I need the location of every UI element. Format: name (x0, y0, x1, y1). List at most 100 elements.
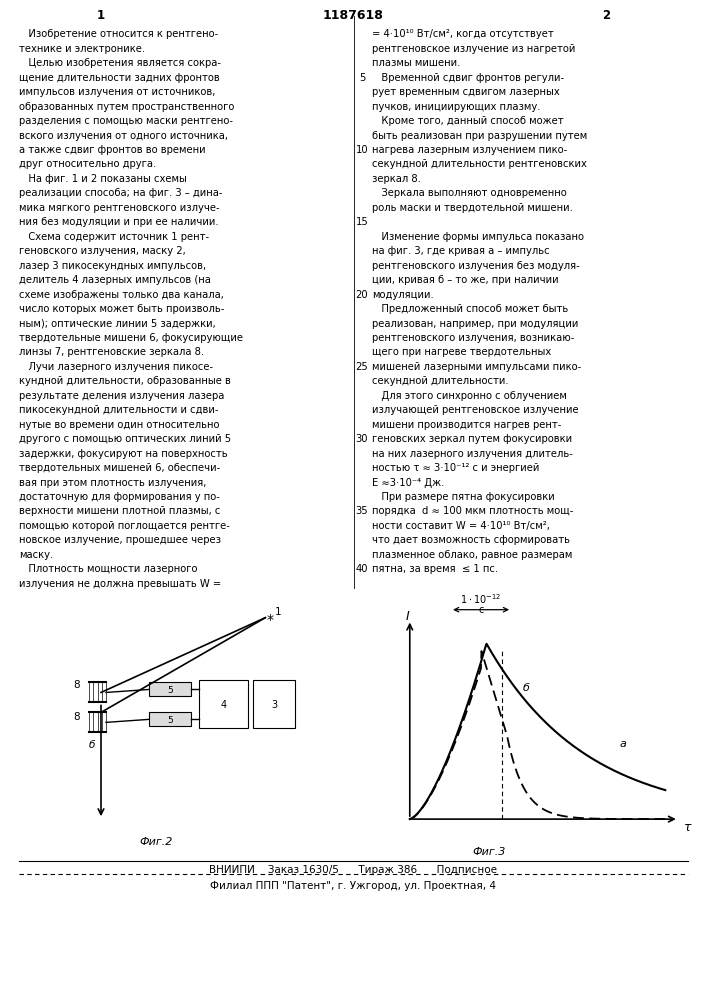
Text: задержки, фокусируют на поверхность: задержки, фокусируют на поверхность (19, 449, 228, 459)
Text: излучения не должна превышать W =: излучения не должна превышать W = (19, 579, 221, 589)
Text: мишеней лазерными импульсами пико-: мишеней лазерными импульсами пико- (372, 362, 581, 372)
Text: Фиг.2: Фиг.2 (139, 837, 173, 847)
Text: число которых может быть произволь-: число которых может быть произволь- (19, 304, 225, 314)
Text: *: * (267, 613, 274, 627)
Text: новское излучение, прошедшее через: новское излучение, прошедшее через (19, 535, 221, 545)
Text: 1: 1 (275, 607, 282, 617)
Text: 1187618: 1187618 (323, 9, 384, 22)
Text: пятна, за время  ≤ 1 пс.: пятна, за время ≤ 1 пс. (372, 564, 498, 574)
Text: 3: 3 (271, 700, 277, 710)
Text: с: с (479, 605, 484, 615)
Text: рентгеновского излучения, возникаю-: рентгеновского излучения, возникаю- (372, 333, 574, 343)
Text: зеркал 8.: зеркал 8. (372, 174, 421, 184)
Text: маску.: маску. (19, 550, 54, 560)
Text: Плотность мощности лазерного: Плотность мощности лазерного (19, 564, 198, 574)
Text: Кроме того, данный способ может: Кроме того, данный способ может (372, 116, 563, 126)
Text: τ: τ (684, 821, 691, 834)
Text: При размере пятна фокусировки: При размере пятна фокусировки (372, 492, 555, 502)
Text: другого с помощью оптических линий 5: другого с помощью оптических линий 5 (19, 434, 231, 444)
Text: Е ≈3·10⁻⁴ Дж.: Е ≈3·10⁻⁴ Дж. (372, 478, 444, 488)
Text: щего при нагреве твердотельных: щего при нагреве твердотельных (372, 347, 551, 357)
Text: излучающей рентгеновское излучение: излучающей рентгеновское излучение (372, 405, 578, 415)
Text: что дает возможность сформировать: что дает возможность сформировать (372, 535, 570, 545)
Text: модуляции.: модуляции. (372, 290, 433, 300)
Text: помощью которой поглощается рентге-: помощью которой поглощается рентге- (19, 521, 230, 531)
Text: мика мягкого рентгеновского излуче-: мика мягкого рентгеновского излуче- (19, 203, 220, 213)
Text: ностью τ ≈ 3·10⁻¹² с и энергией: ностью τ ≈ 3·10⁻¹² с и энергией (372, 463, 539, 473)
Text: а также сдвиг фронтов во времени: а также сдвиг фронтов во времени (19, 145, 206, 155)
Text: $1 \cdot 10^{-12}$: $1 \cdot 10^{-12}$ (460, 592, 502, 606)
Text: плазмы мишени.: плазмы мишени. (372, 58, 460, 68)
Text: результате деления излучения лазера: результате деления излучения лазера (19, 391, 225, 401)
Text: 4: 4 (221, 700, 226, 710)
Text: секундной длительности.: секундной длительности. (372, 376, 508, 386)
Text: ным); оптические линии 5 задержки,: ным); оптические линии 5 задержки, (19, 319, 216, 329)
Text: импульсов излучения от источников,: импульсов излучения от источников, (19, 87, 216, 97)
Text: На фиг. 1 и 2 показаны схемы: На фиг. 1 и 2 показаны схемы (19, 174, 187, 184)
Text: 8: 8 (73, 712, 80, 722)
Text: геновского излучения, маску 2,: геновского излучения, маску 2, (19, 246, 186, 256)
Text: рентгеновское излучение из нагретой: рентгеновское излучение из нагретой (372, 44, 575, 54)
Text: 5: 5 (358, 73, 365, 83)
Text: схеме изображены только два канала,: схеме изображены только два канала, (19, 290, 224, 300)
Text: Предложенный способ может быть: Предложенный способ может быть (372, 304, 568, 314)
Text: щение длительности задних фронтов: щение длительности задних фронтов (19, 73, 220, 83)
Text: ния без модуляции и при ее наличии.: ния без модуляции и при ее наличии. (19, 217, 219, 227)
Text: лазер 3 пикосекундных импульсов,: лазер 3 пикосекундных импульсов, (19, 261, 206, 271)
Text: твердотельных мишеней 6, обеспечи-: твердотельных мишеней 6, обеспечи- (19, 463, 221, 473)
Text: пучков, инициирующих плазму.: пучков, инициирующих плазму. (372, 102, 540, 112)
Text: линзы 7, рентгеновские зеркала 8.: линзы 7, рентгеновские зеркала 8. (19, 347, 204, 357)
Text: быть реализован при разрушении путем: быть реализован при разрушении путем (372, 131, 588, 141)
Text: I: I (406, 610, 409, 623)
Text: верхности мишени плотной плазмы, с: верхности мишени плотной плазмы, с (19, 506, 221, 516)
Text: 1: 1 (97, 9, 105, 22)
Text: разделения с помощью маски рентгено-: разделения с помощью маски рентгено- (19, 116, 233, 126)
Text: Зеркала выполняют одновременно: Зеркала выполняют одновременно (372, 188, 567, 198)
Text: 25: 25 (356, 362, 368, 372)
Text: 2: 2 (602, 9, 610, 22)
Text: рентгеновского излучения без модуля-: рентгеновского излучения без модуля- (372, 261, 580, 271)
Text: нагрева лазерным излучением пико-: нагрева лазерным излучением пико- (372, 145, 567, 155)
Text: Схема содержит источник 1 рент-: Схема содержит источник 1 рент- (19, 232, 209, 242)
Text: реализации способа; на фиг. 3 – дина-: реализации способа; на фиг. 3 – дина- (19, 188, 223, 198)
Text: 35: 35 (356, 506, 368, 516)
Bar (148, 682, 191, 696)
Text: 5: 5 (167, 686, 173, 695)
Text: Изобретение относится к рентгено-: Изобретение относится к рентгено- (19, 29, 218, 39)
Text: 15: 15 (356, 217, 368, 227)
Text: секундной длительности рентгеновских: секундной длительности рентгеновских (372, 159, 587, 169)
Text: Изменение формы импульса показано: Изменение формы импульса показано (372, 232, 584, 242)
Bar (148, 712, 191, 726)
Text: 40: 40 (356, 564, 368, 574)
Text: нутые во времени один относительно: нутые во времени один относительно (19, 420, 220, 430)
Text: ности составит W = 4·10¹⁰ Вт/см²,: ности составит W = 4·10¹⁰ Вт/см², (372, 521, 550, 531)
Text: Временной сдвиг фронтов регули-: Временной сдвиг фронтов регули- (372, 73, 564, 83)
Text: друг относительно друга.: друг относительно друга. (19, 159, 156, 169)
Text: ВНИИПИ    Заказ 1630/5      Тираж 386      Подписное: ВНИИПИ Заказ 1630/5 Тираж 386 Подписное (209, 865, 497, 875)
Text: порядка  d ≈ 100 мкм плотность мощ-: порядка d ≈ 100 мкм плотность мощ- (372, 506, 573, 516)
Text: пикосекундной длительности и сдви-: пикосекундной длительности и сдви- (19, 405, 219, 415)
Text: 8: 8 (73, 680, 80, 690)
Text: Лучи лазерного излучения пикосе-: Лучи лазерного излучения пикосе- (19, 362, 214, 372)
Text: геновских зеркал путем фокусировки: геновских зеркал путем фокусировки (372, 434, 572, 444)
Text: 5: 5 (167, 716, 173, 725)
Text: Фиг.3: Фиг.3 (473, 847, 506, 857)
Text: плазменное облако, равное размерам: плазменное облако, равное размерам (372, 550, 572, 560)
Bar (253, 680, 296, 728)
Text: рует временным сдвигом лазерных: рует временным сдвигом лазерных (372, 87, 560, 97)
Text: а: а (619, 739, 626, 749)
Text: = 4·10¹⁰ Вт/см², когда отсутствует: = 4·10¹⁰ Вт/см², когда отсутствует (372, 29, 554, 39)
Text: 10: 10 (356, 145, 368, 155)
Text: 30: 30 (356, 434, 368, 444)
Bar (199, 680, 248, 728)
Text: б: б (522, 683, 530, 693)
Text: твердотельные мишени 6, фокусирующие: твердотельные мишени 6, фокусирующие (19, 333, 243, 343)
Text: Филиал ППП "Патент", г. Ужгород, ул. Проектная, 4: Филиал ППП "Патент", г. Ужгород, ул. Про… (210, 881, 496, 891)
Text: мишени производится нагрев рент-: мишени производится нагрев рент- (372, 420, 561, 430)
Text: б: б (89, 740, 95, 750)
Text: достаточную для формирования у по-: достаточную для формирования у по- (19, 492, 220, 502)
Text: на них лазерного излучения длитель-: на них лазерного излучения длитель- (372, 449, 573, 459)
Text: образованных путем пространственного: образованных путем пространственного (19, 102, 235, 112)
Text: вского излучения от одного источника,: вского излучения от одного источника, (19, 131, 228, 141)
Text: Для этого синхронно с облучением: Для этого синхронно с облучением (372, 391, 567, 401)
